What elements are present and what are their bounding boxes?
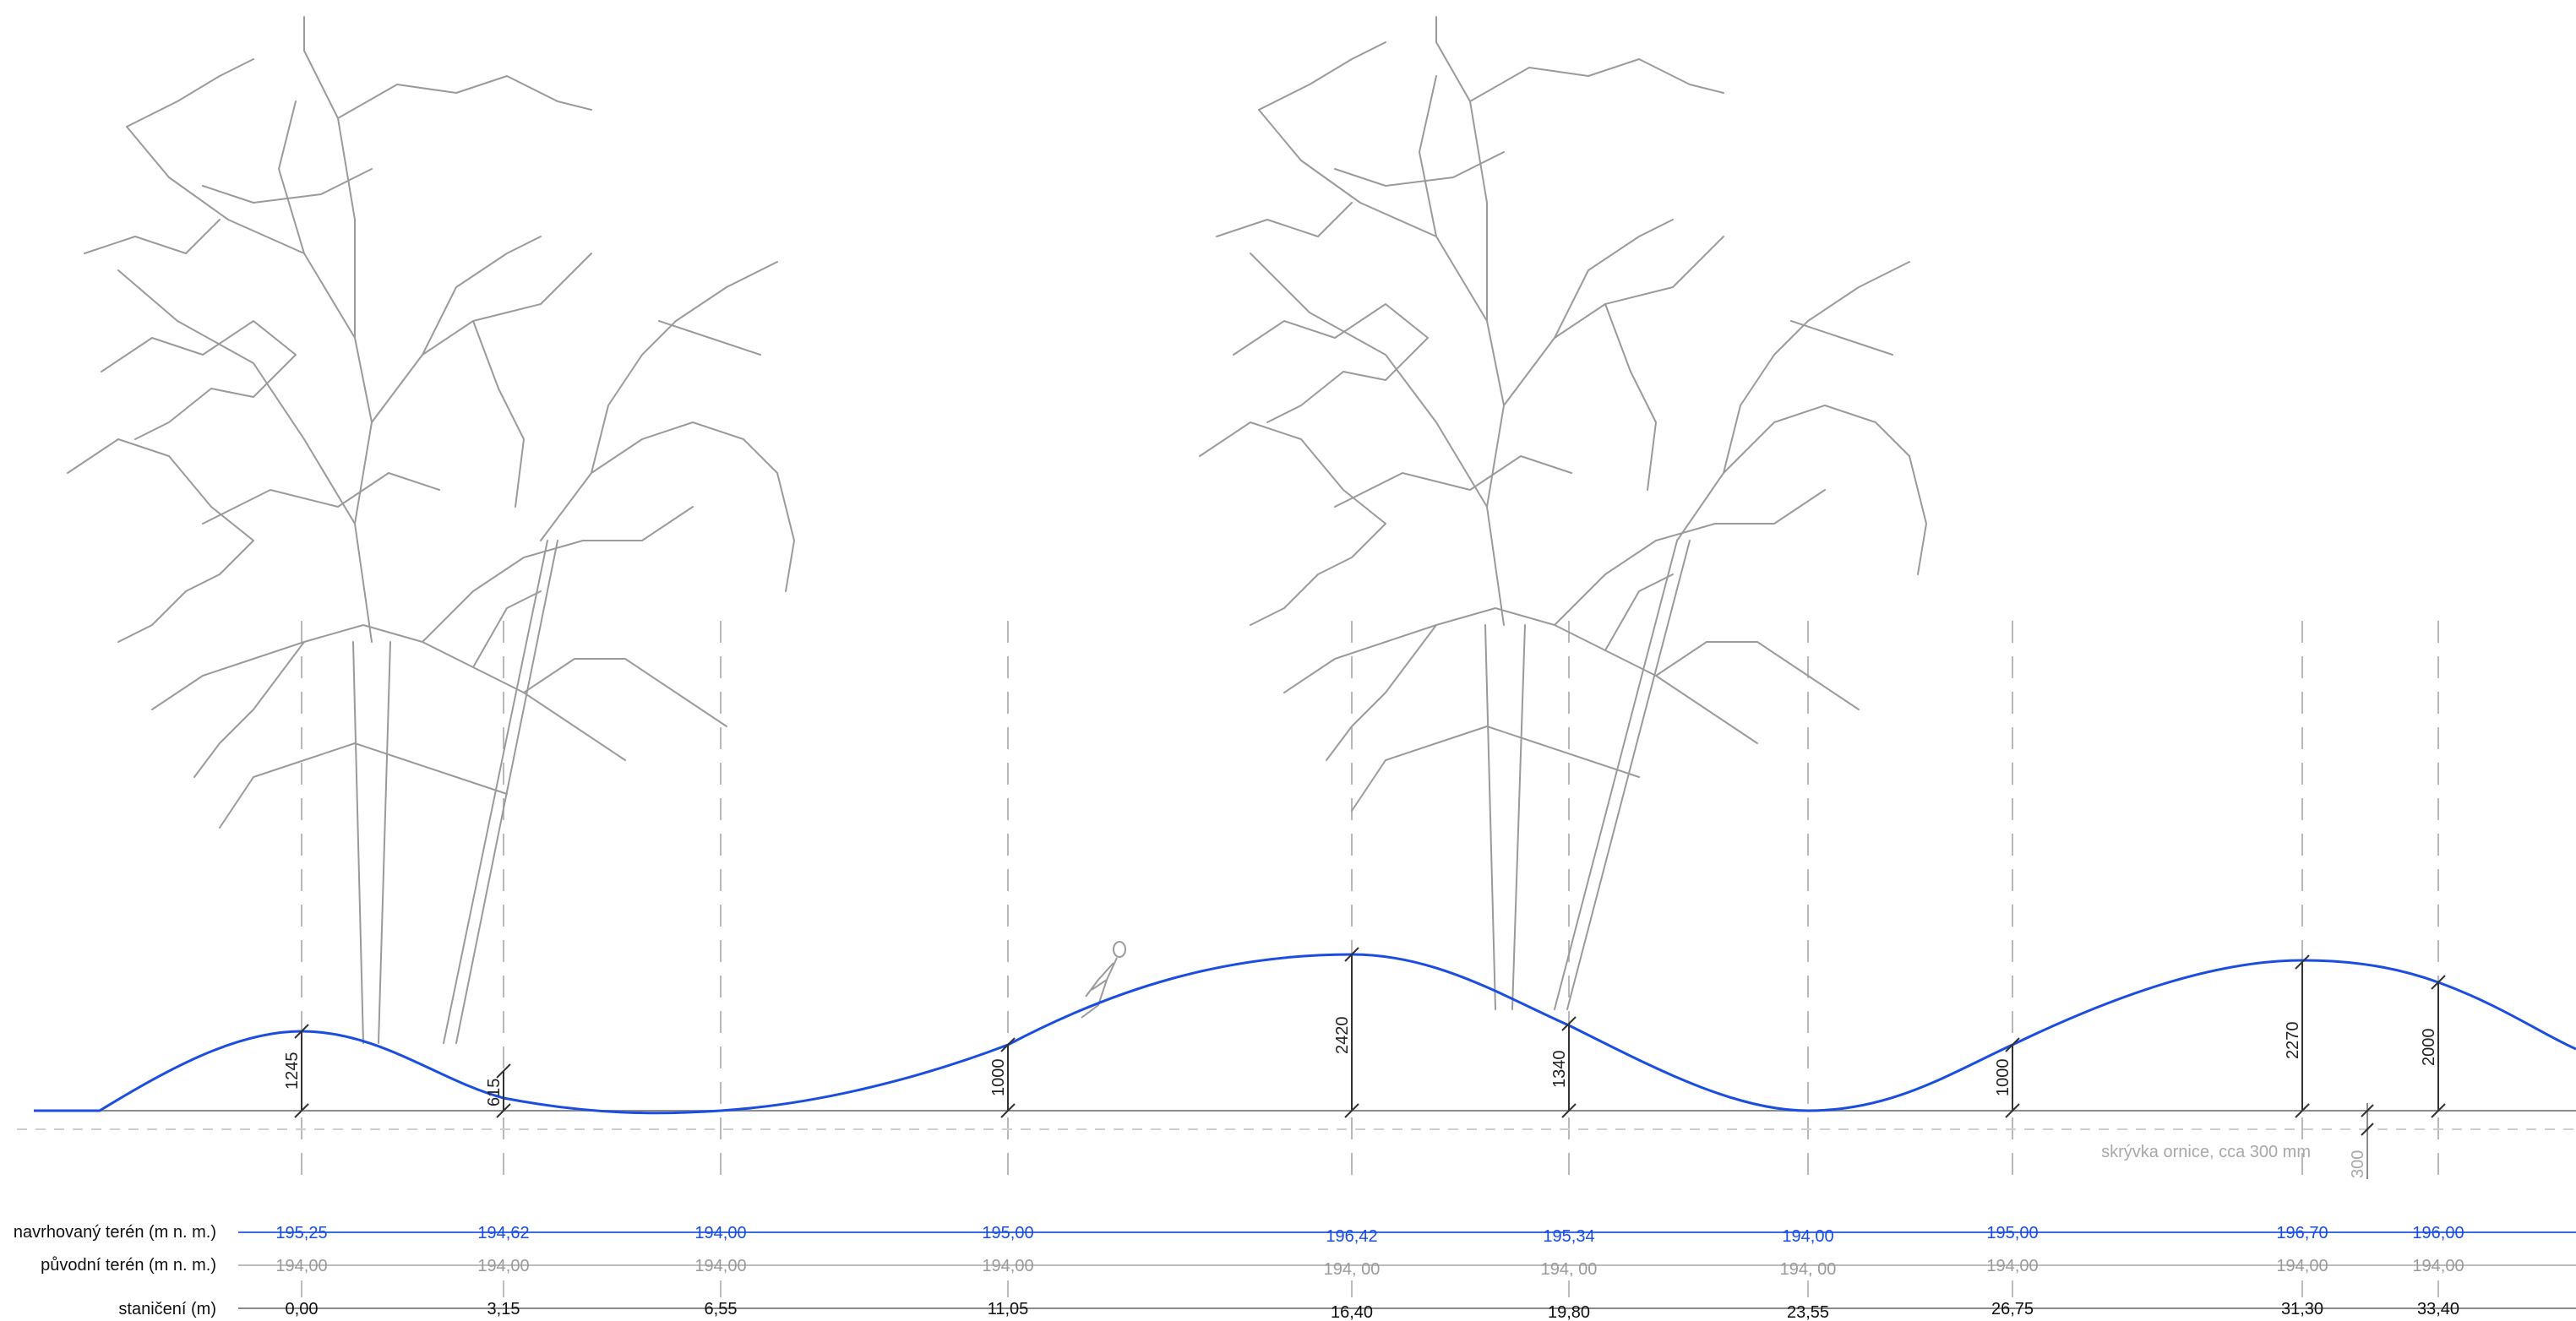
original-elevation: 194,00 (694, 1257, 746, 1275)
original-elevation: 194, 00 (1780, 1260, 1837, 1279)
height-label: 1340 (1550, 1051, 1569, 1089)
tree-drawing (67, 16, 795, 1044)
height-label: 2000 (2420, 1029, 2438, 1067)
dim-tick (294, 1024, 309, 1039)
height-label: 1000 (1994, 1059, 2012, 1097)
dim-tick (2005, 1103, 2020, 1118)
dim-tick (1344, 1103, 1359, 1118)
dim-tick (496, 1063, 511, 1079)
original-elevation: 194, 00 (1541, 1260, 1598, 1279)
designed-elevation: 194,00 (694, 1224, 746, 1242)
dim-tick (1000, 1037, 1016, 1052)
original-elevation: 194,00 (2276, 1257, 2328, 1275)
dim-tick (294, 1103, 309, 1118)
dim-tick (1561, 1103, 1577, 1118)
station-guides (301, 621, 2439, 1178)
topsoil-depth: 300 (2349, 1150, 2367, 1178)
dim-tick (1000, 1103, 1016, 1118)
station-value: 19,80 (1548, 1303, 1590, 1321)
original-elevation: 194, 00 (1324, 1260, 1381, 1279)
designed-elevation: 195,34 (1543, 1227, 1594, 1246)
height-dimensions: 1245 615 1000 2420 1340 1000 2270 2000 (283, 947, 2446, 1118)
dim-tick (2295, 1103, 2310, 1118)
designed-elevation: 196,42 (1326, 1227, 1377, 1246)
height-label: 1245 (283, 1052, 302, 1090)
station-row-label: staničení (m) (118, 1300, 216, 1318)
dim-tick (2431, 975, 2446, 990)
height-label: 2270 (2284, 1022, 2302, 1060)
station-value: 0,00 (286, 1300, 319, 1318)
station-value: 3,15 (487, 1300, 520, 1318)
designed-elevation: 196,00 (2412, 1224, 2464, 1242)
person-figure (1081, 941, 1126, 1019)
designed-elevation: 195,00 (982, 1224, 1033, 1242)
designed-terrain-profile (34, 953, 2576, 1115)
station-value: 33,40 (2417, 1300, 2459, 1318)
original-elevation: 194,00 (1986, 1257, 2038, 1275)
topsoil-dimension: 300 skrývka ornice, cca 300 mm (2101, 1103, 2374, 1179)
station-value: 6,55 (705, 1300, 738, 1318)
original-elevation: 194,00 (477, 1257, 529, 1275)
original-elevation: 194,00 (2412, 1257, 2464, 1275)
height-label: 2420 (1333, 1017, 1352, 1055)
station-value: 11,05 (988, 1300, 1029, 1318)
tree-drawing (1199, 16, 1927, 1010)
topsoil-note: skrývka ornice, cca 300 mm (2101, 1143, 2311, 1161)
designed-elevation: 195,25 (275, 1224, 327, 1242)
designed-elevation: 195,00 (1986, 1224, 2038, 1242)
dim-tick (1561, 1016, 1577, 1031)
height-label: 1000 (989, 1059, 1008, 1097)
designed-elevation: 194,00 (1782, 1227, 1833, 1246)
original-elevation: 194,00 (275, 1257, 327, 1275)
profile-table: navrhovaný terén (m n. m.) původní terén… (14, 1223, 2576, 1321)
designed-elevation: 194,62 (477, 1224, 529, 1242)
height-label: 615 (485, 1079, 504, 1106)
original-elevation: 194,00 (982, 1257, 1033, 1275)
dim-tick (2361, 1104, 2374, 1117)
dim-tick (2295, 954, 2310, 970)
station-value: 26,75 (1991, 1300, 2034, 1318)
dim-tick (496, 1103, 511, 1118)
designed-elevation: 196,70 (2276, 1224, 2328, 1242)
dim-tick (2361, 1123, 2374, 1136)
designed-row-label: navrhovaný terén (m n. m.) (14, 1223, 216, 1242)
station-value: 16,40 (1331, 1303, 1373, 1321)
station-value: 31,30 (2281, 1300, 2323, 1318)
dim-tick (2431, 1103, 2446, 1118)
original-row-label: původní terén (m n. m.) (41, 1256, 216, 1275)
dim-tick (1344, 947, 1359, 962)
dim-tick (2005, 1037, 2020, 1052)
station-value: 23,55 (1787, 1303, 1829, 1321)
